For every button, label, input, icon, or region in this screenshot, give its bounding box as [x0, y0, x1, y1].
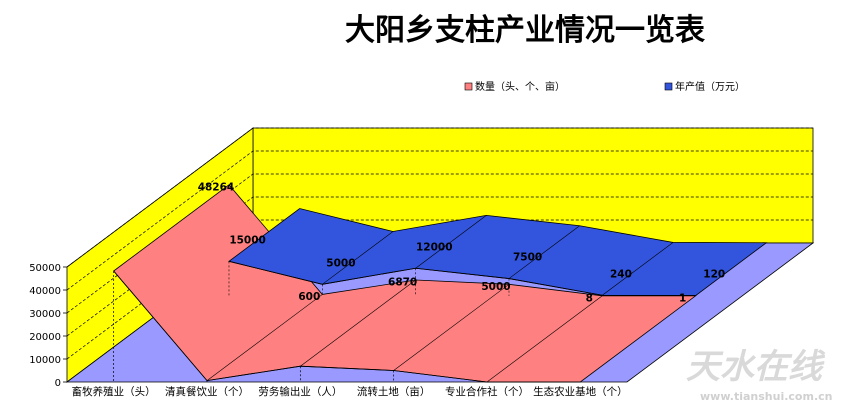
watermark-text: 天水在线 — [686, 347, 826, 387]
legend-swatch-value — [664, 82, 673, 91]
y-axis: 0 10000 20000 30000 40000 50000 — [29, 263, 67, 389]
legend-label-value: 年产值（万元） — [675, 80, 745, 93]
legend: 数量（头、个、亩） 年产值（万元） — [464, 80, 745, 93]
value-fold — [415, 215, 487, 269]
data-label-value: 7500 — [513, 252, 542, 264]
data-label-quantity: 48264 — [198, 182, 235, 194]
data-label-value: 12000 — [416, 241, 453, 253]
data-label-value: 5000 — [326, 257, 355, 269]
gridline — [66, 196, 813, 337]
quantity-fold — [486, 295, 603, 383]
data-labels: 48264 600 6870 5000 8 1 15000 5000 12000 7500 240 1… — [198, 182, 726, 305]
quantity-fold — [300, 279, 416, 367]
data-label-value: 15000 — [229, 234, 266, 246]
quantity-fold — [393, 284, 510, 371]
data-label-value: 240 — [610, 268, 632, 280]
x-tick-label: 清真餐饮业（个） — [165, 385, 249, 398]
drop-lines — [113, 261, 696, 382]
x-tick-label: 畜牧养殖业（头） — [72, 385, 156, 398]
data-label-value: 120 — [703, 269, 725, 281]
y-tick-label: 10000 — [29, 355, 61, 366]
data-label-quantity: 8 — [586, 293, 593, 305]
y-tick-label: 40000 — [29, 286, 61, 297]
value-fold — [322, 231, 394, 285]
x-tick-label: 生态农业基地（个） — [533, 385, 628, 398]
value-fold — [508, 225, 580, 279]
x-tick-label: 劳务输出业（人） — [258, 385, 342, 398]
data-label-quantity: 1 — [679, 293, 686, 305]
y-tick-label: 0 — [55, 378, 61, 389]
quantity-fold — [206, 294, 323, 381]
chart-title: 大阳乡支柱产业情况一览表 — [345, 13, 705, 48]
grid — [66, 127, 813, 360]
gridline — [66, 150, 813, 291]
quantity-edge — [113, 270, 581, 383]
x-tick-label: 流转土地（亩） — [357, 385, 431, 398]
watermark-url: www.tianshui.com.cn — [700, 390, 832, 403]
y-tick-label: 30000 — [29, 309, 61, 320]
y-tick-label: 20000 — [29, 332, 61, 343]
data-label-quantity: 5000 — [481, 281, 510, 293]
legend-label-quantity: 数量（头、个、亩） — [475, 80, 565, 93]
x-tick-label: 专业合作社（个） — [445, 385, 529, 398]
watermark: 天水在线 www.tianshui.com.cn — [686, 347, 832, 403]
x-axis: 畜牧养殖业（头） 清真餐饮业（个） 劳务输出业（人） 流转土地（亩） 专业合作社（个） 生… — [72, 385, 628, 398]
y-tick-label: 50000 — [29, 263, 61, 274]
value-fold — [602, 242, 674, 296]
data-label-quantity: 600 — [298, 291, 320, 303]
gridline — [66, 127, 813, 268]
legend-swatch-quantity — [464, 82, 473, 91]
data-label-quantity: 6870 — [388, 277, 417, 289]
value-edge — [228, 260, 696, 296]
